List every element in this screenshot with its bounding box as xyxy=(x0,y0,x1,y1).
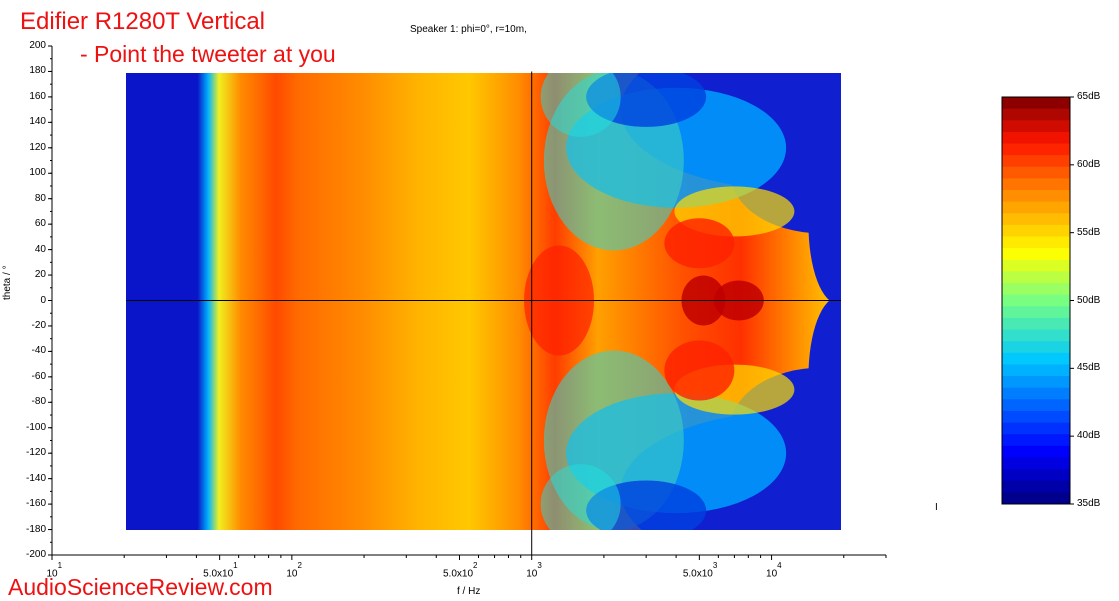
y-tick-label: 80 xyxy=(34,192,46,204)
colorbar-tick-label: 55dB xyxy=(1077,226,1101,238)
y-tick-label: 120 xyxy=(29,141,46,153)
colorbar-level xyxy=(1002,364,1070,377)
y-tick-label: -60 xyxy=(31,370,46,382)
colorbar-tick-label: 60dB xyxy=(1077,158,1101,170)
x-tick-label: 5.0x101 xyxy=(203,561,238,580)
colorbar-level xyxy=(1002,469,1070,482)
axis-marker: I xyxy=(935,502,938,513)
colorbar-level xyxy=(1002,480,1070,493)
x-axis-label: f / Hz xyxy=(457,586,481,597)
colorbar-level xyxy=(1002,445,1070,458)
y-tick-label: -40 xyxy=(31,345,46,357)
y-tick-label: 140 xyxy=(29,116,46,128)
high-frequency-region xyxy=(524,73,841,530)
y-tick-label: 40 xyxy=(34,243,46,255)
colorbar xyxy=(1001,96,1074,505)
colorbar-level xyxy=(1002,434,1070,447)
colorbar-level xyxy=(1002,108,1070,121)
y-tick-label: -200 xyxy=(25,549,46,560)
colorbar-level xyxy=(1002,294,1070,307)
x-tick-label: 5.0x103 xyxy=(682,561,718,580)
colorbar-level xyxy=(1002,387,1070,400)
colorbar-tick-label: 40dB xyxy=(1077,430,1101,442)
colorbar-level xyxy=(1002,410,1070,424)
colorbar-tick-label: 35dB xyxy=(1077,498,1101,509)
y-tick-label: 60 xyxy=(34,218,46,230)
colorbar-level xyxy=(1002,271,1070,284)
colorbar-level xyxy=(1002,457,1070,470)
colorbar-level xyxy=(1002,155,1070,168)
colorbar-level xyxy=(1002,120,1070,133)
chart-title-line1: Edifier R1280T Vertical xyxy=(20,8,266,35)
y-tick-label: -20 xyxy=(31,319,46,331)
colorbar-level xyxy=(1002,224,1070,238)
colorbar-level xyxy=(1002,178,1070,191)
y-tick-label: -100 xyxy=(25,421,46,433)
y-tick-label: 20 xyxy=(34,269,46,281)
watermark: AudioScienceReview.com xyxy=(8,574,273,600)
colorbar-level xyxy=(1002,317,1070,331)
colorbar-level xyxy=(1002,166,1070,179)
x-tick-label: 101 xyxy=(46,561,63,580)
colorbar-level xyxy=(1002,201,1070,214)
colorbar-level xyxy=(1002,352,1070,365)
y-tick-label: -160 xyxy=(25,498,46,510)
x-tick-label: 5.0x102 xyxy=(443,561,478,580)
y-tick-label: 0 xyxy=(40,294,46,306)
colorbar-level xyxy=(1002,97,1070,110)
colorbar-level xyxy=(1002,329,1070,342)
colorbar-level xyxy=(1002,376,1070,389)
y-tick-label: -140 xyxy=(25,472,46,484)
colorbar-level xyxy=(1002,306,1070,319)
colorbar-level xyxy=(1002,341,1070,354)
colorbar-level xyxy=(1002,248,1070,261)
colorbar-level xyxy=(1002,259,1070,272)
colorbar-level xyxy=(1002,236,1070,249)
colorbar-level xyxy=(1002,283,1070,296)
chart-subtitle: Speaker 1: phi=0°, r=10m, xyxy=(410,24,527,35)
colorbar-level xyxy=(1002,143,1070,156)
y-tick-label: -80 xyxy=(31,396,46,408)
colorbar-level xyxy=(1002,131,1070,145)
colorbar-tick-label: 45dB xyxy=(1077,362,1101,374)
colorbar-tick-label: 65dB xyxy=(1077,91,1101,102)
y-tick-label: 160 xyxy=(29,90,46,102)
colorbar-level xyxy=(1002,492,1070,505)
x-tick-label: 104 xyxy=(766,561,782,580)
y-tick-label: 180 xyxy=(29,65,46,77)
x-tick-label: 102 xyxy=(286,561,302,580)
colorbar-tick-label: 50dB xyxy=(1077,294,1101,306)
y-tick-label: -180 xyxy=(25,523,46,535)
y-tick-label: 200 xyxy=(29,40,46,51)
colorbar-level xyxy=(1002,190,1070,203)
y-tick-label: 100 xyxy=(29,167,46,179)
colorbar-level xyxy=(1002,422,1070,435)
x-tick-label: 103 xyxy=(526,561,542,580)
colorbar-level xyxy=(1002,399,1070,412)
chart-title-line2: - Point the tweeter at you xyxy=(80,41,336,67)
colorbar-level xyxy=(1002,213,1070,226)
y-tick-label: -120 xyxy=(25,447,46,459)
